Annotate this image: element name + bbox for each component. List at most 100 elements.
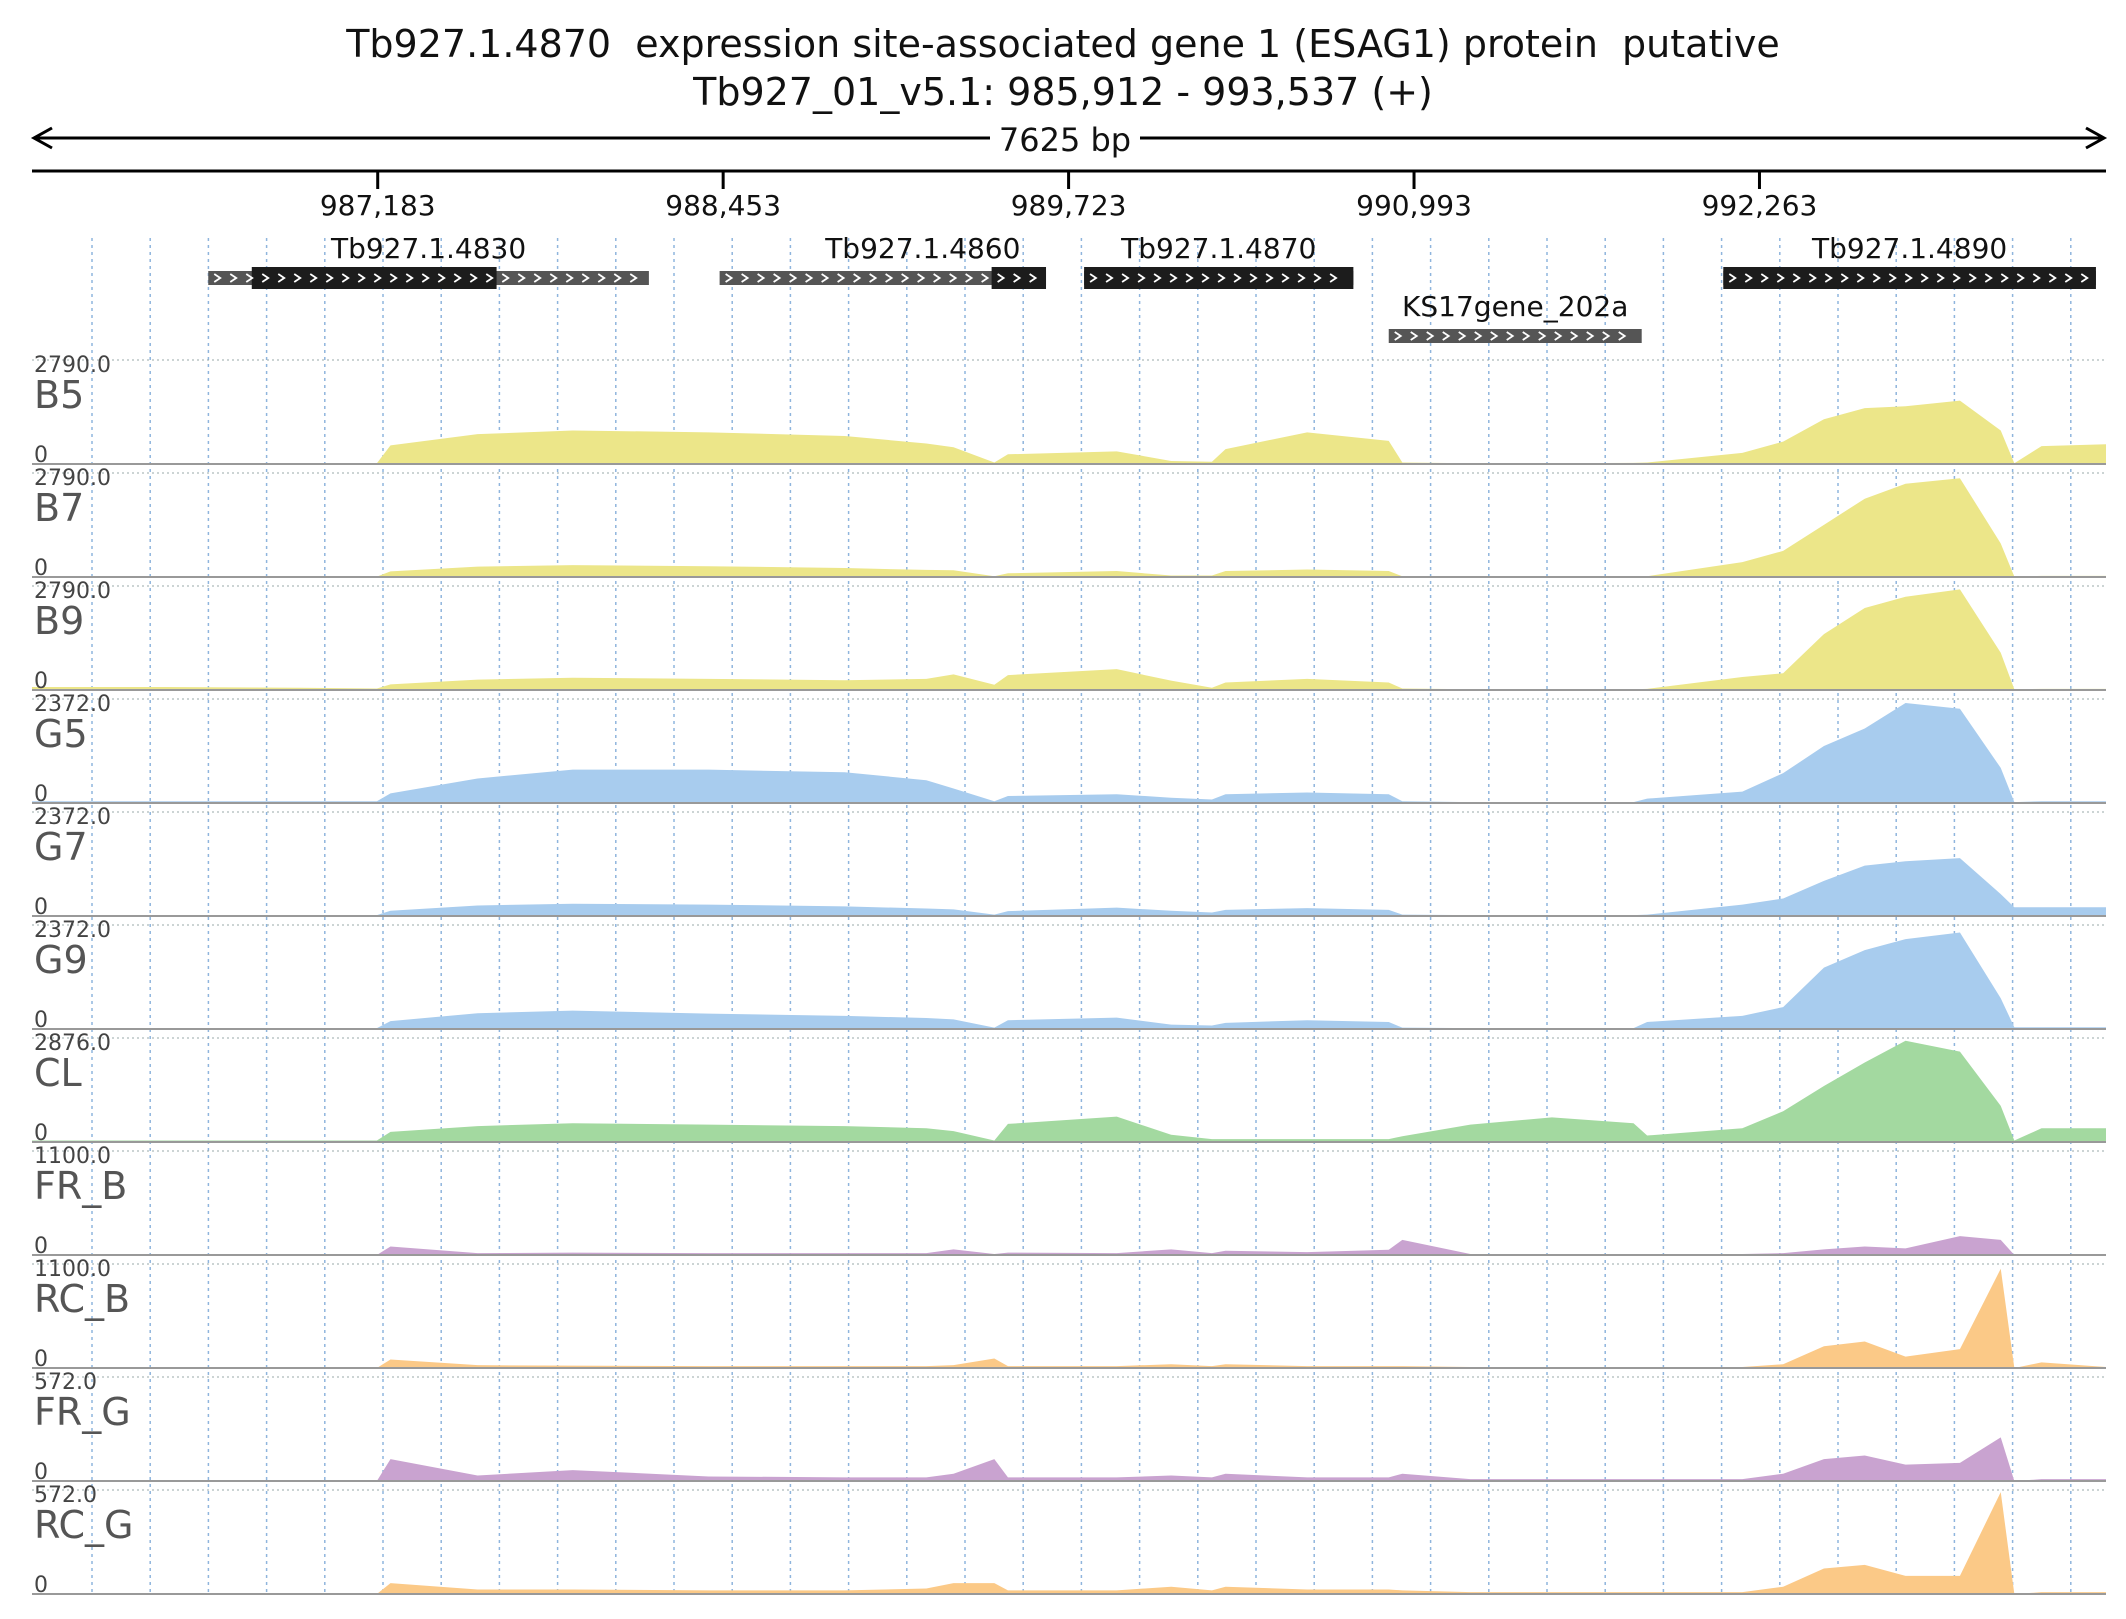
strand-arrow (1984, 273, 1993, 283)
strand-arrow (1872, 273, 1881, 283)
strand-arrow (917, 273, 926, 283)
strand-arrow (325, 273, 334, 283)
gene-cds (1084, 267, 1354, 289)
strand-arrow (437, 273, 446, 283)
coverage-area (32, 858, 2106, 916)
track-name-label: RC_B (34, 1277, 130, 1321)
coverage-area (32, 703, 2106, 803)
track-name-label: CL (34, 1051, 82, 1095)
strand-arrow (1233, 273, 1242, 283)
strand-arrow (981, 273, 990, 283)
strand-arrow (2016, 273, 2025, 283)
track-max-label: 2790.0 (34, 353, 111, 378)
strand-arrow (997, 273, 1006, 283)
strand-arrow (373, 273, 382, 283)
strand-arrow (2080, 273, 2089, 283)
track-max-label: 572.0 (34, 1483, 97, 1508)
strand-arrow (1185, 273, 1194, 283)
track-name-label: G7 (34, 825, 88, 869)
track-max-label: 2876.0 (34, 1031, 111, 1056)
gene-label: KS17gene_202a (1402, 290, 1628, 323)
strand-arrow (421, 273, 430, 283)
strand-arrow (1602, 331, 1611, 341)
coverage-area (32, 1268, 2106, 1368)
strand-arrow (901, 273, 910, 283)
strand-arrow (1776, 273, 1785, 283)
track-max-label: 1100.0 (34, 1144, 111, 1169)
track-name-label: B9 (34, 599, 84, 643)
strand-arrow (949, 273, 958, 283)
track-zero-label: 0 (34, 1347, 48, 1372)
coverage-area (32, 932, 2106, 1029)
span-label-bg (990, 118, 1140, 158)
strand-arrow (245, 273, 254, 283)
strand-arrow (1474, 331, 1483, 341)
strand-arrow (293, 273, 302, 283)
strand-arrow (629, 273, 638, 283)
track-name-label: G9 (34, 938, 88, 982)
strand-arrow (1840, 273, 1849, 283)
gene-label: Tb927.1.4830 (330, 232, 526, 265)
strand-arrow (757, 273, 766, 283)
strand-arrow (485, 273, 494, 283)
track-zero-label: 0 (34, 556, 48, 581)
strand-arrow (309, 273, 318, 283)
strand-arrow (341, 273, 350, 283)
strand-arrow (965, 273, 974, 283)
strand-arrow (1217, 273, 1226, 283)
strand-arrow (549, 273, 558, 283)
strand-arrow (1265, 273, 1274, 283)
strand-arrow (1808, 273, 1817, 283)
track-max-label: 2372.0 (34, 805, 111, 830)
strand-arrow (1952, 273, 1961, 283)
strand-arrow (597, 273, 606, 283)
strand-arrow (1618, 331, 1627, 341)
strand-arrow (229, 273, 238, 283)
strand-arrow (1760, 273, 1769, 283)
track-max-label: 1100.0 (34, 1257, 111, 1282)
strand-arrow (1904, 273, 1913, 283)
strand-arrow (1490, 331, 1499, 341)
strand-arrow (1169, 273, 1178, 283)
track-zero-label: 0 (34, 443, 48, 468)
strand-arrow (1329, 273, 1338, 283)
strand-arrow (1153, 273, 1162, 283)
strand-arrow (1920, 273, 1929, 283)
strand-arrow (1728, 273, 1737, 283)
strand-arrow (1410, 331, 1419, 341)
gene-label: Tb927.1.4860 (824, 232, 1020, 265)
strand-arrow (2032, 273, 2041, 283)
strand-arrow (1936, 273, 1945, 283)
strand-arrow (533, 273, 542, 283)
strand-arrow (1013, 273, 1022, 283)
strand-arrow (1105, 273, 1114, 283)
strand-arrow (821, 273, 830, 283)
strand-arrow (261, 273, 270, 283)
strand-arrow (1458, 331, 1467, 341)
gene-label: Tb927.1.4890 (1811, 232, 2007, 265)
coverage-area (32, 478, 2106, 577)
strand-arrow (1792, 273, 1801, 283)
strand-arrow (1394, 331, 1403, 341)
strand-arrow (1522, 331, 1531, 341)
strand-arrow (1426, 331, 1435, 341)
strand-arrow (357, 273, 366, 283)
strand-arrow (1442, 331, 1451, 341)
strand-arrow (2064, 273, 2073, 283)
strand-arrow (1297, 273, 1306, 283)
strand-arrow (933, 273, 942, 283)
track-max-label: 2372.0 (34, 918, 111, 943)
strand-arrow (405, 273, 414, 283)
coverage-area (32, 1040, 2106, 1142)
strand-arrow (1824, 273, 1833, 283)
coverage-area (32, 400, 2106, 464)
strand-arrow (565, 273, 574, 283)
strand-arrow (613, 273, 622, 283)
coverage-area (32, 589, 2106, 690)
gene-label: Tb927.1.4870 (1120, 232, 1316, 265)
ruler-tick-label: 992,263 (1702, 189, 1818, 222)
coverage-area (32, 1437, 2106, 1481)
strand-arrow (1121, 273, 1130, 283)
track-max-label: 2790.0 (34, 579, 111, 604)
